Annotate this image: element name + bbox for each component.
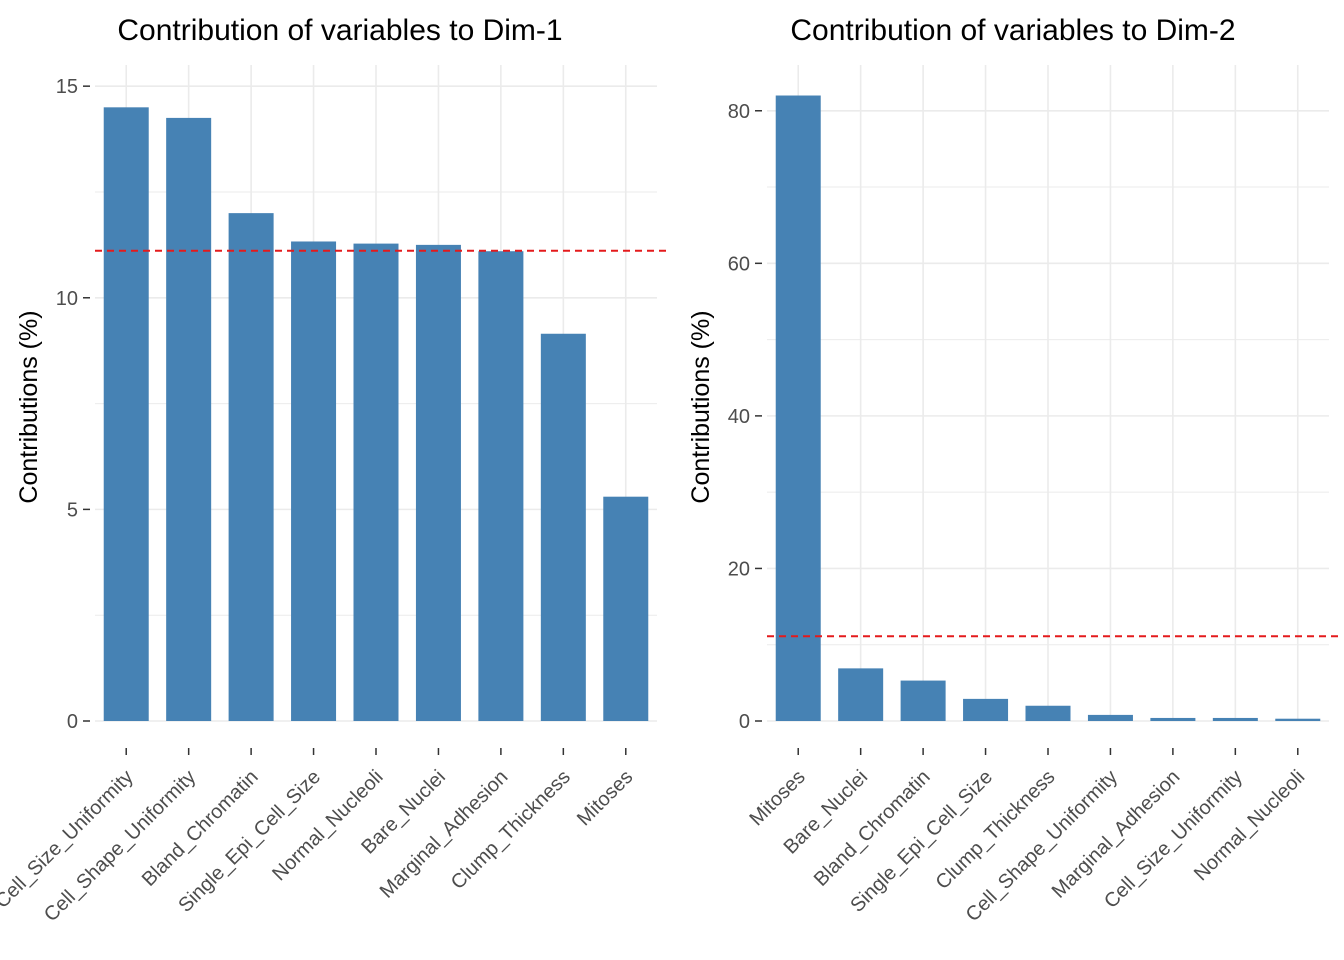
bar-normal-nucleoli [1275,718,1321,721]
bar-normal-nucleoli [353,243,399,721]
chart-title: Contribution of variables to Dim-2 [790,14,1235,47]
x-tick-label: Normal_Nucleoli [1190,766,1309,885]
bar-bare-nuclei [838,668,884,721]
y-tick-label: 0 [739,711,750,733]
y-axis-label: Contributions (%) [15,310,43,503]
bar-layer [775,95,1321,722]
bar-single-epi-cell-size [291,241,337,721]
bar-bare-nuclei [415,244,461,721]
bar-cell-shape-uniformity [1087,714,1133,721]
y-axis: 0 5 10 15 [56,76,90,733]
bar-layer [103,107,649,722]
bar-mitoses [775,95,821,722]
bar-marginal-adhesion [478,251,524,721]
bar-bland-chromatin [228,213,274,721]
bar-clump-thickness [540,333,586,721]
y-axis: 0 20 40 60 80 [728,101,762,733]
bar-bland-chromatin [900,680,946,721]
x-tick-label: Clump_Thickness [932,766,1060,894]
x-tick-label: Bland_Chromatin [138,766,263,891]
chart-panel-dim2: Contribution of variables to Dim-2 Contr… [687,14,1339,926]
bar-cell-size-uniformity [1212,717,1258,721]
x-axis: Cell_Size_UniformityCell_Shape_Uniformit… [0,748,637,926]
bar-single-epi-cell-size [963,698,1009,721]
chart-panel-dim1: Contribution of variables to Dim-1 Contr… [0,14,667,926]
y-tick-label: 40 [728,406,750,428]
grid-layer [767,65,1329,722]
y-tick-label: 20 [728,558,750,580]
bar-cell-size-uniformity [103,107,149,722]
x-axis: MitosesBare_NucleiBland_ChromatinSingle_… [745,748,1309,926]
x-tick-label: Clump_Thickness [447,766,575,894]
y-axis-label: Contributions (%) [687,310,715,503]
bar-marginal-adhesion [1150,717,1196,721]
x-tick-label: Bland_Chromatin [810,766,935,891]
y-tick-label: 15 [56,76,78,98]
bar-clump-thickness [1025,705,1071,721]
x-tick-label: Normal_Nucleoli [268,766,387,885]
x-tick-label: Mitoses [573,766,637,830]
bar-cell-shape-uniformity [166,117,212,722]
chart-title: Contribution of variables to Dim-1 [117,14,562,47]
y-tick-label: 10 [56,288,78,310]
y-tick-label: 0 [67,711,78,733]
bar-mitoses [603,496,649,721]
x-tick-label: Mitoses [745,766,809,830]
y-tick-label: 60 [728,253,750,275]
y-tick-label: 80 [728,101,750,123]
y-tick-label: 5 [67,499,78,521]
